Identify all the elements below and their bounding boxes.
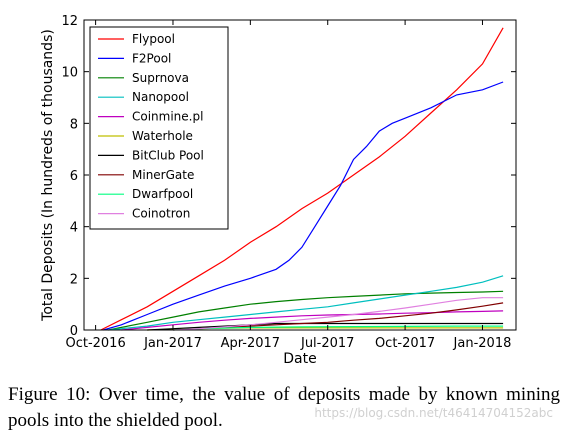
- watermark: https://blog.csdn.net/t46414704152abc: [314, 406, 553, 420]
- series-line-coinmine-pl: [121, 310, 504, 331]
- y-tick-label: 8: [70, 117, 78, 132]
- y-tick-label: 10: [61, 66, 78, 81]
- series-line-coinotron: [172, 297, 504, 331]
- x-tick-label: Jan-2017: [143, 336, 202, 351]
- series-line-nanopool: [108, 275, 504, 331]
- y-axis-label: Total Deposits (In hundreds of thousands…: [40, 29, 56, 322]
- legend-box: [89, 26, 229, 230]
- figure-caption: Figure 10: Over time, the value of depos…: [8, 384, 560, 431]
- legend-label: Waterhole: [132, 129, 193, 143]
- legend: Flypool F2Pool Suprnova Nanopool Coinmine.pl…: [89, 26, 229, 230]
- x-tick-label: Oct-2017: [375, 336, 435, 351]
- legend-label: Coinotron: [132, 207, 190, 221]
- legend-label: BitClub Pool: [132, 148, 204, 162]
- axis-ticks: 0 2 4 6 8 10 12 Oct-2016 Jan-2017 Apr-2017 Jul-201…: [61, 14, 516, 351]
- y-tick-label: 0: [70, 324, 78, 339]
- x-tick-label: Apr-2017: [221, 336, 280, 351]
- series-line-minergate: [172, 302, 504, 331]
- legend-label: Nanopool: [132, 90, 189, 104]
- x-tick-label: Oct-2016: [65, 336, 125, 351]
- legend-label: Dwarfpool: [132, 187, 193, 201]
- series-line-suprnova: [108, 290, 504, 331]
- x-axis-label: Date: [283, 351, 316, 367]
- legend-label: Flypool: [132, 32, 175, 46]
- legend-label: MinerGate: [132, 168, 194, 182]
- y-tick-label: 6: [70, 169, 78, 184]
- series-line-f2pool: [103, 81, 504, 331]
- chart: 0 2 4 6 8 10 12 Oct-2016 Jan-2017 Apr-2017 Jul-201…: [40, 14, 517, 367]
- y-tick-label: 2: [70, 272, 78, 287]
- series-line-flypool: [100, 27, 504, 331]
- y-tick-label: 12: [61, 14, 78, 29]
- x-tick-label: Jan-2018: [453, 336, 512, 351]
- x-tick-label: Jul-2017: [300, 336, 354, 351]
- legend-label: Coinmine.pl: [132, 110, 203, 124]
- legend-label: Suprnova: [132, 71, 189, 85]
- series-line-bitclub-pool: [147, 322, 504, 331]
- legend-label: F2Pool: [132, 51, 171, 65]
- y-tick-label: 4: [70, 221, 78, 236]
